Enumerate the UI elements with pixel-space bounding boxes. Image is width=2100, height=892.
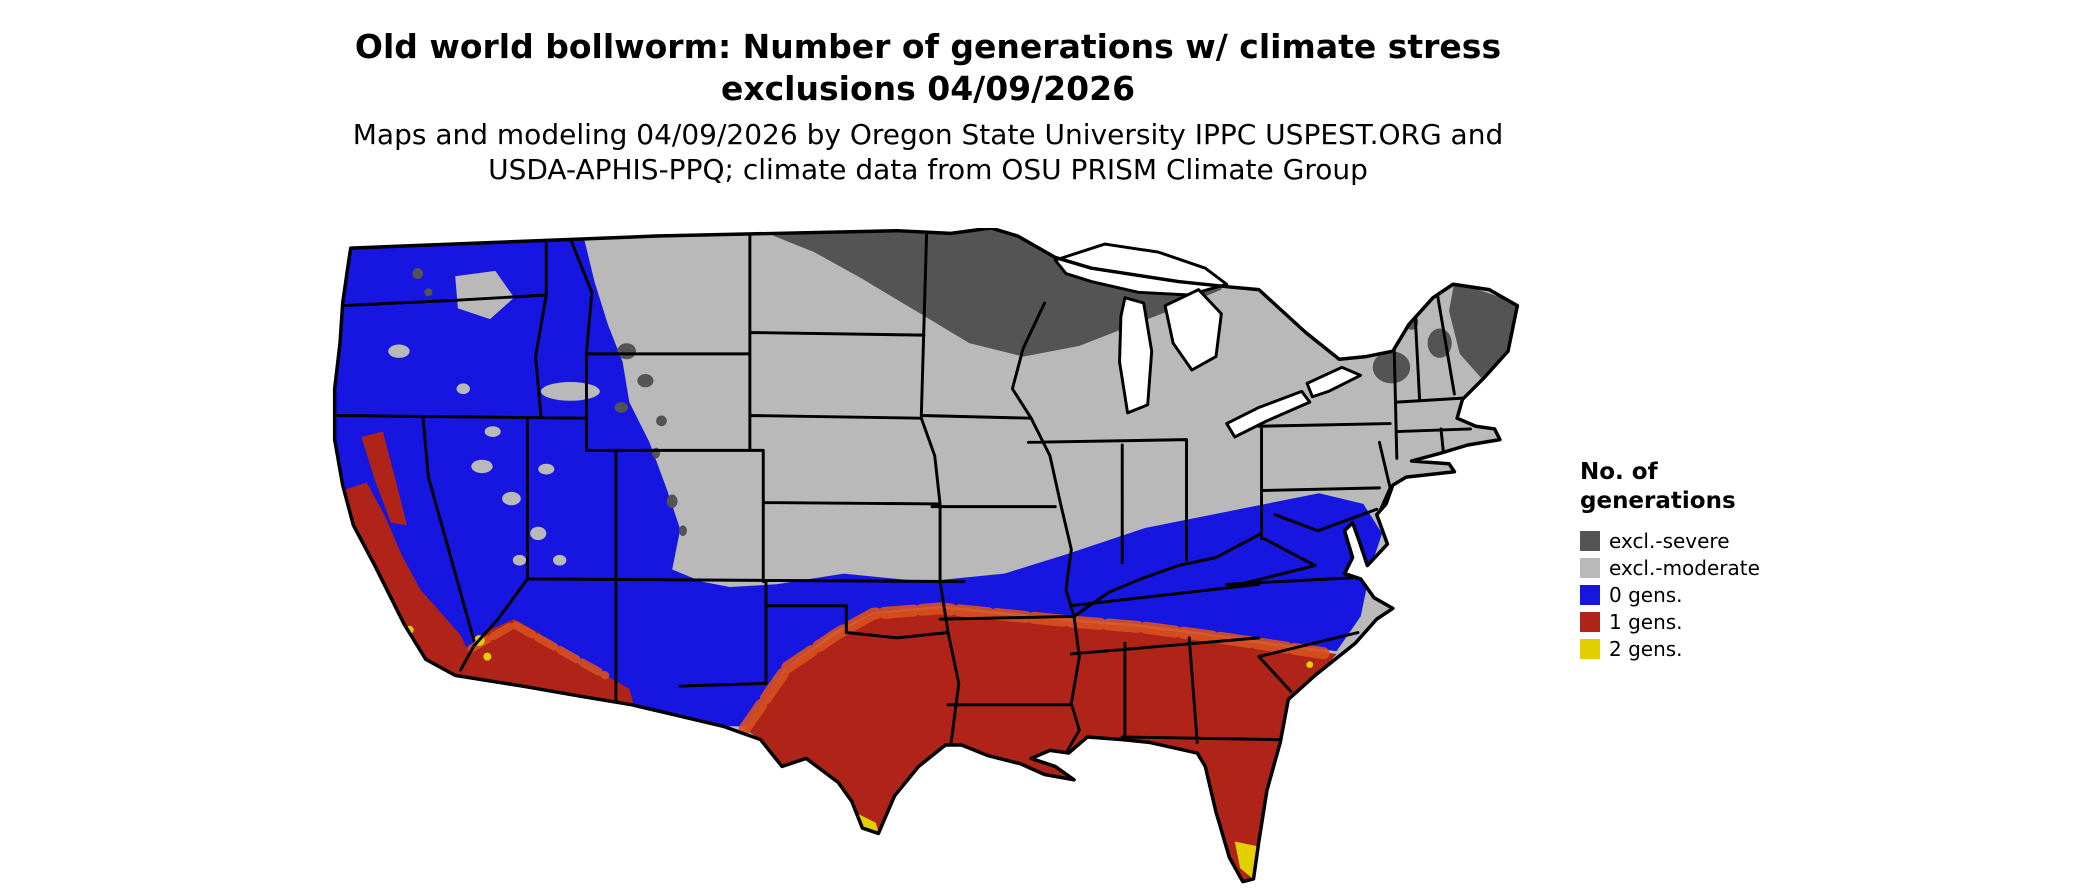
legend-label: 0 gens. [1609, 583, 1683, 607]
legend-swatch-1-gens [1580, 612, 1600, 632]
us-generations-map [332, 226, 1520, 884]
state-borders [334, 229, 1472, 755]
us-map-container [321, 226, 1527, 887]
conus-outline [332, 226, 1520, 884]
legend-swatch-excl-severe [1580, 531, 1600, 551]
lake-ontario [1305, 365, 1363, 399]
legend-swatch-excl-moderate [1580, 558, 1600, 578]
map-subtitle-line1: Maps and modeling 04/09/2026 by Oregon S… [352, 118, 1504, 151]
legend-label: 2 gens. [1609, 637, 1683, 661]
legend-item: excl.-moderate [1580, 555, 1840, 582]
map-subtitle-line2: USDA-APHIS-PPQ; climate data from OSU PR… [488, 152, 1368, 186]
region-0-gens [334, 237, 1383, 727]
lake-michigan [1118, 296, 1154, 415]
region-1-gens [340, 431, 1337, 882]
legend-label: excl.-severe [1609, 529, 1730, 553]
legend-swatch-0-gens [1580, 585, 1600, 605]
map-subtitle: Maps and modeling 04/09/2026 by Oregon S… [0, 118, 1856, 187]
legend-item: 0 gens. [1580, 582, 1840, 609]
legend-title: No. of generations [1580, 458, 1840, 516]
legend-item: excl.-severe [1580, 528, 1840, 555]
legend-label: 1 gens. [1609, 610, 1683, 634]
legend-label: excl.-moderate [1609, 556, 1760, 580]
legend-swatch-2-gens [1580, 639, 1600, 659]
legend-item: 2 gens. [1580, 636, 1840, 663]
map-title: Old world bollworm: Number of generation… [0, 26, 1856, 110]
lake-erie [1225, 389, 1312, 439]
region-moderate-patches [388, 270, 600, 566]
legend-title-line2: generations [1580, 487, 1736, 514]
legend-items: excl.-severe excl.-moderate 0 gens. 1 ge… [1580, 528, 1840, 663]
lake-huron [1163, 288, 1223, 372]
legend-item: 1 gens. [1580, 609, 1840, 636]
map-title-line2: exclusions 04/09/2026 [720, 68, 1136, 108]
legend: No. of generations excl.-severe excl.-mo… [1580, 458, 1840, 663]
map-title-line1: Old world bollworm: Number of generation… [354, 27, 1502, 66]
legend-title-line1: No. of [1580, 459, 1658, 485]
